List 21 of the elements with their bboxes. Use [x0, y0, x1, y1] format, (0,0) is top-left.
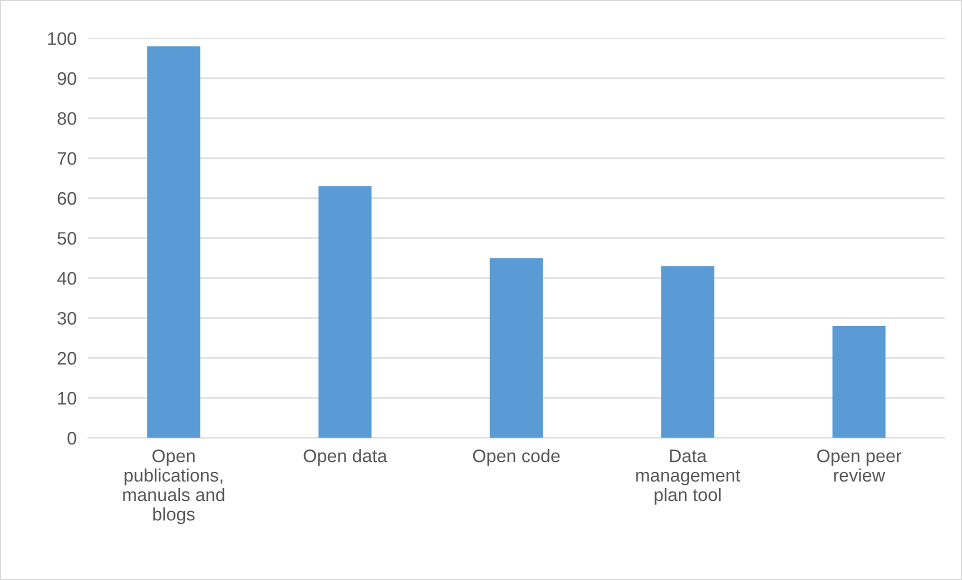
y-tick-label: 40 [57, 272, 76, 285]
y-tick-label: 90 [58, 72, 76, 85]
x-tick-label: Open peer review [817, 449, 902, 482]
bar [832, 326, 886, 438]
y-tick-label: 60 [58, 192, 76, 205]
y-tick-label: 70 [58, 152, 76, 165]
bar [490, 258, 543, 438]
y-tick-label: 50 [58, 232, 76, 245]
x-tick-label: Data management plan tool [636, 450, 740, 505]
y-tick-label: 30 [58, 312, 76, 325]
y-tick-label: 0 [68, 432, 76, 445]
bar [318, 186, 372, 438]
y-tick-label: 10 [58, 392, 76, 405]
x-tick-label: Open code [473, 449, 560, 466]
y-tick-label: 100 [48, 32, 76, 45]
y-tick-label: 80 [58, 112, 76, 125]
y-tick-label: 20 [58, 352, 76, 365]
x-tick-label: Open publications, manuals and blogs [123, 449, 224, 524]
x-tick-label: Open data [304, 449, 388, 466]
bar [661, 266, 714, 438]
bar [147, 46, 200, 438]
